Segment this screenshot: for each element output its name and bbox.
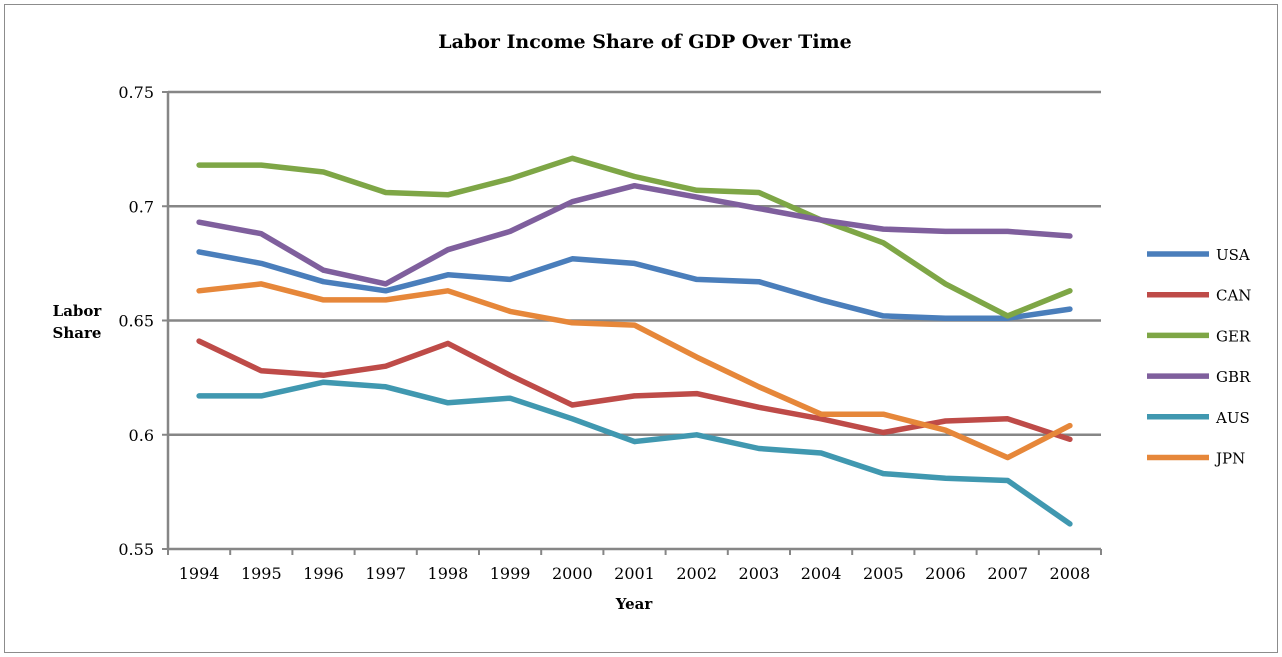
x-tick-label: 2000 [552,564,593,583]
x-tick-label: 2005 [863,564,904,583]
legend-item-can: CAN [1147,287,1251,305]
series-line-gbr [196,182,1073,287]
series-line-can [196,338,1073,443]
x-tick-label: 1998 [428,564,469,583]
x-tick-label: 1999 [490,564,531,583]
series-lines [196,155,1073,527]
legend-label: USA [1216,246,1250,264]
y-axis-label-line2: Share [53,324,102,342]
legend-item-aus: AUS [1147,409,1250,427]
axes [162,91,1102,555]
x-tick-label: 1994 [179,564,220,583]
x-tick-label: 1996 [303,564,344,583]
legend-item-gbr: GBR [1147,368,1251,386]
y-tick-label: 0.75 [118,83,154,102]
y-tick-label: 0.55 [118,540,154,559]
legend-label: AUS [1215,409,1250,427]
x-tick-label: 1995 [241,564,282,583]
y-tick-labels: 0.55 0.6 0.65 0.7 0.75 [118,83,154,559]
x-tick-label: 2006 [925,564,966,583]
legend-item-usa: USA [1147,246,1250,264]
x-tick-label: 2001 [614,564,655,583]
legend: USA CAN GER GBR AUS JPN [1147,246,1251,468]
y-tick-label: 0.7 [129,197,154,216]
y-tick-label: 0.6 [129,426,154,445]
series-line-usa [196,249,1073,321]
legend-label: CAN [1216,287,1251,305]
x-tick-label: 2007 [987,564,1028,583]
legend-label: GBR [1216,368,1251,386]
x-tick-label: 1997 [365,564,406,583]
x-tick-label: 2008 [1050,564,1091,583]
x-axis-label: Year [615,595,654,613]
y-tick-label: 0.65 [118,312,154,331]
legend-label: GER [1216,327,1251,345]
legend-item-ger: GER [1147,327,1251,345]
legend-label: JPN [1214,450,1245,468]
series-line-jpn [196,281,1073,461]
y-axis-label-line1: Labor [53,302,103,320]
chart-title: Labor Income Share of GDP Over Time [438,31,851,53]
series-line-aus [196,379,1073,527]
series-line-ger [196,155,1073,319]
x-tick-label: 2004 [801,564,842,583]
legend-item-jpn: JPN [1147,450,1245,468]
x-tick-labels: 1994 1995 1996 1997 1998 1999 2000 2001 2002 2003… [179,564,1091,583]
x-tick-label: 2003 [739,564,780,583]
x-tick-label: 2002 [676,564,717,583]
